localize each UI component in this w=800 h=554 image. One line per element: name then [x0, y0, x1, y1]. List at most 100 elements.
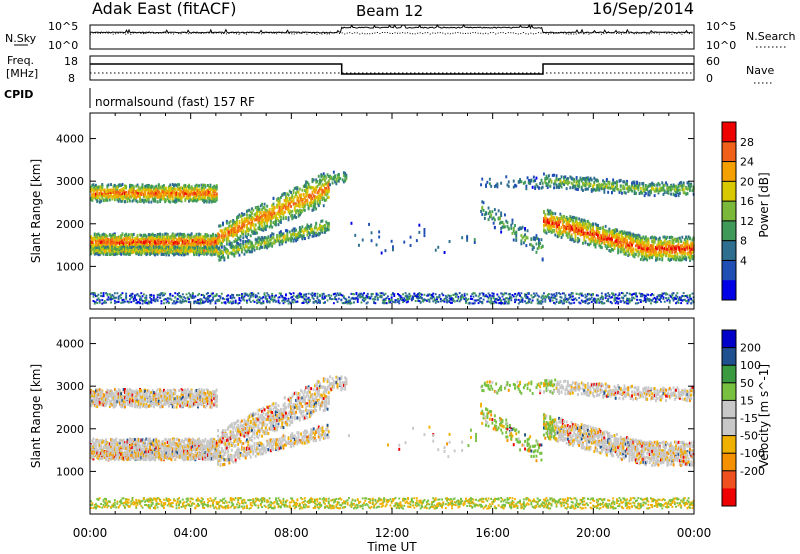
echo-cell	[213, 250, 216, 254]
echo-cell	[121, 241, 124, 245]
echo-cell	[150, 298, 153, 301]
echo-cell	[297, 200, 300, 204]
echo-cell	[121, 199, 124, 203]
echo-cell	[303, 204, 306, 208]
echo-cell	[490, 184, 493, 188]
echo-cell	[507, 300, 510, 303]
echo-cell	[98, 187, 101, 191]
echo-cell	[98, 234, 101, 237]
echo-cell	[184, 248, 187, 252]
echo-cell	[92, 250, 95, 254]
echo-cell	[131, 194, 134, 198]
echo-cell	[198, 193, 201, 197]
echo-cell	[325, 227, 328, 231]
echo-cell	[285, 205, 287, 209]
echo-cell	[244, 249, 247, 253]
echo-cell	[291, 217, 294, 221]
echo-cell	[194, 241, 197, 245]
echo-cell	[173, 189, 175, 193]
echo-cell	[319, 299, 321, 302]
echo-cell	[515, 231, 518, 235]
echo-cell	[168, 193, 170, 197]
echo-cell	[443, 251, 446, 254]
echo-cell	[261, 236, 263, 239]
echo-cell	[116, 252, 119, 256]
echo-cell	[113, 292, 116, 295]
echo-cell	[113, 246, 116, 250]
echo-cell	[293, 202, 296, 206]
echo-cell	[209, 236, 212, 240]
echo-cell	[345, 175, 348, 179]
echo-cell	[535, 250, 538, 254]
echo-cell	[155, 191, 158, 195]
echo-cell	[360, 295, 363, 298]
echo-cell	[193, 296, 196, 299]
echo-cell	[146, 192, 149, 196]
echo-cell	[488, 177, 491, 181]
echo-cell	[509, 292, 511, 295]
echo-cell	[126, 235, 129, 239]
echo-cell	[378, 235, 381, 239]
echo-cell	[136, 237, 139, 241]
echo-cell	[168, 236, 170, 240]
echo-cell	[370, 293, 373, 295]
echo-cell	[327, 175, 330, 178]
echo-cell	[529, 298, 532, 301]
echo-cell	[232, 252, 235, 256]
echo-cell	[236, 231, 238, 235]
echo-cell	[389, 301, 392, 304]
echo-cell	[132, 300, 135, 302]
echo-cell	[146, 188, 149, 192]
echo-cell	[140, 237, 143, 241]
echo-cell	[280, 215, 282, 219]
echo-cell	[436, 298, 438, 301]
echo-cell	[101, 233, 104, 237]
echo-cell	[355, 292, 358, 294]
echo-cell	[241, 212, 243, 216]
echo-cell	[156, 200, 159, 204]
echo-cell	[292, 202, 295, 206]
echo-cell	[219, 252, 222, 256]
echo-cell	[261, 224, 263, 228]
echo-cell	[319, 301, 321, 304]
echo-cell	[341, 178, 344, 182]
echo-cell	[360, 301, 363, 304]
echo-cell	[282, 239, 285, 243]
echo-cell	[178, 187, 180, 191]
echo-cell	[207, 196, 209, 200]
echo-cell	[345, 298, 348, 301]
echo-cell	[312, 202, 315, 206]
echo-cell	[278, 234, 281, 238]
echo-cell	[204, 245, 207, 249]
echo-cell	[246, 250, 248, 254]
echo-cell	[191, 247, 194, 251]
echo-cell	[178, 252, 180, 256]
echo-cell	[103, 239, 106, 243]
echo-cell	[130, 233, 133, 237]
echo-cell	[310, 186, 313, 190]
echo-cell	[115, 296, 118, 299]
echo-cell	[238, 294, 241, 296]
echo-cell	[209, 234, 212, 238]
echo-cell	[268, 301, 271, 304]
echo-cell	[152, 251, 155, 255]
echo-cell	[151, 236, 154, 240]
echo-cell	[398, 299, 401, 302]
echo-cell	[300, 293, 302, 296]
echo-cell	[256, 218, 258, 222]
echo-cell	[130, 185, 133, 189]
echo-cell	[311, 227, 314, 231]
echo-cell	[140, 298, 143, 301]
echo-cell	[195, 246, 198, 250]
echo-cell	[220, 245, 223, 249]
echo-cell	[222, 232, 224, 236]
echo-cell	[246, 209, 248, 213]
echo-cell	[254, 214, 257, 218]
echo-cell	[157, 246, 160, 250]
echo-cell	[292, 298, 295, 301]
echo-cell	[301, 205, 304, 208]
echo-cell	[207, 237, 209, 241]
echo-cell	[198, 292, 201, 295]
echo-cell	[283, 210, 286, 214]
echo-cell	[101, 236, 104, 240]
